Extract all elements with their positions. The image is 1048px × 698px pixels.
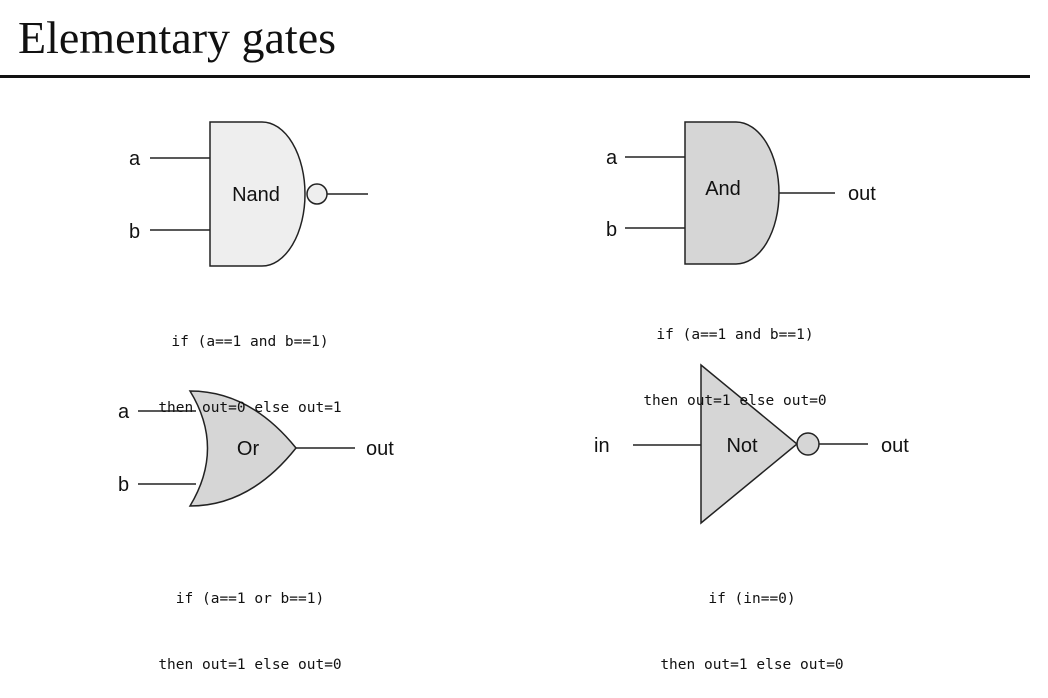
nand-rule-line-1: if (a==1 and b==1) <box>120 331 380 353</box>
or-gate-label: Or <box>237 438 260 460</box>
not-rule-line-2: then out=1 else out=0 <box>622 654 882 676</box>
not-output-label: out <box>881 435 909 457</box>
not-rule-line-1: if (in==0) <box>622 588 882 610</box>
or-rule: if (a==1 or b==1) then out=1 else out=0 <box>120 544 380 698</box>
and-output-label: out <box>848 183 876 205</box>
not-rule: if (in==0) then out=1 else out=0 <box>622 544 882 698</box>
and-rule-line-1: if (a==1 and b==1) <box>605 324 865 346</box>
or-rule-line-1: if (a==1 or b==1) <box>120 588 380 610</box>
and-rule: if (a==1 and b==1) then out=1 else out=0 <box>605 280 865 434</box>
and-gate: a b And out <box>606 122 876 264</box>
nand-rule-line-2: then out=0 else out=1 <box>120 397 380 419</box>
and-input-b-label: b <box>606 219 617 241</box>
not-inversion-bubble <box>797 433 819 455</box>
nand-gate: a b Nand <box>129 122 368 266</box>
not-input-label: in <box>594 435 610 457</box>
nand-input-a-label: a <box>129 148 141 170</box>
or-output-label: out <box>366 438 394 460</box>
and-input-a-label: a <box>606 147 618 169</box>
and-rule-line-2: then out=1 else out=0 <box>605 390 865 412</box>
and-gate-label: And <box>705 178 741 200</box>
or-input-b-label: b <box>118 474 129 496</box>
nand-rule: if (a==1 and b==1) then out=0 else out=1 <box>120 287 380 441</box>
not-gate-label: Not <box>726 435 758 457</box>
nand-inversion-bubble <box>307 184 327 204</box>
nand-input-b-label: b <box>129 221 140 243</box>
nand-gate-label: Nand <box>232 184 280 206</box>
or-rule-line-2: then out=1 else out=0 <box>120 654 380 676</box>
